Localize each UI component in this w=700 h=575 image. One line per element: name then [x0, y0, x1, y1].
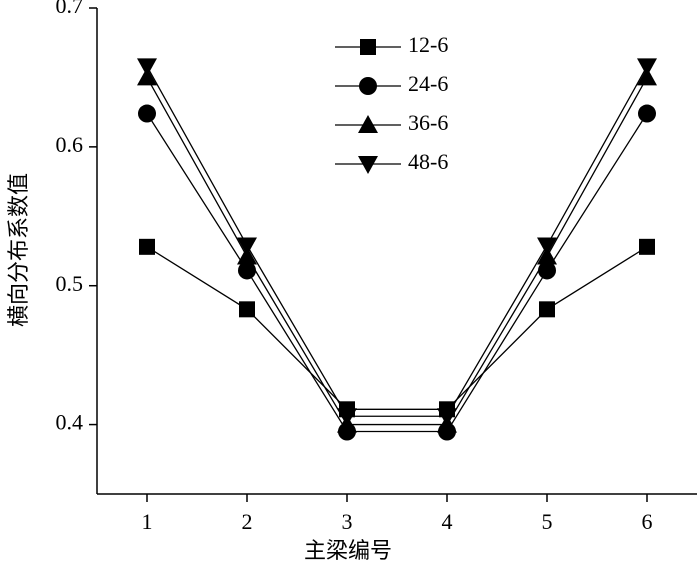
marker	[138, 104, 156, 123]
series-line	[146, 66, 648, 417]
marker	[637, 67, 657, 86]
legend-label: 12-6	[408, 32, 448, 57]
marker	[238, 261, 256, 280]
x-tick-label: 5	[542, 509, 553, 534]
series-line	[146, 246, 648, 410]
x-tick-label: 4	[442, 509, 453, 534]
y-axis-title: 横向分布系数值	[7, 173, 32, 327]
marker	[139, 238, 155, 255]
y-tick-label: 0.5	[56, 271, 84, 296]
marker	[358, 156, 378, 174]
marker	[237, 237, 257, 256]
y-tick-label: 0.4	[56, 410, 84, 435]
marker	[637, 58, 657, 77]
legend-label: 24-6	[408, 71, 448, 96]
y-tick-label: 0.7	[56, 0, 84, 18]
x-axis-title: 主梁编号	[304, 539, 392, 564]
y-tick-label: 0.6	[56, 132, 84, 157]
marker	[137, 58, 157, 77]
series-line	[146, 77, 648, 426]
legend-label: 36-6	[408, 110, 448, 135]
marker	[539, 301, 555, 318]
x-tick-label: 2	[242, 509, 253, 534]
marker	[359, 77, 377, 95]
x-tick-label: 6	[642, 509, 653, 534]
x-tick-label: 3	[342, 509, 353, 534]
marker	[137, 67, 157, 86]
marker	[537, 246, 557, 265]
marker	[239, 301, 255, 318]
marker	[537, 237, 557, 256]
marker	[437, 408, 457, 427]
marker	[237, 246, 257, 265]
legend-label: 48-6	[408, 149, 448, 174]
marker	[639, 238, 655, 255]
marker	[638, 104, 656, 123]
series-line	[146, 113, 648, 433]
marker	[538, 261, 556, 280]
x-tick-label: 1	[142, 509, 153, 534]
marker	[358, 115, 378, 133]
marker	[337, 408, 357, 427]
marker	[360, 39, 376, 55]
